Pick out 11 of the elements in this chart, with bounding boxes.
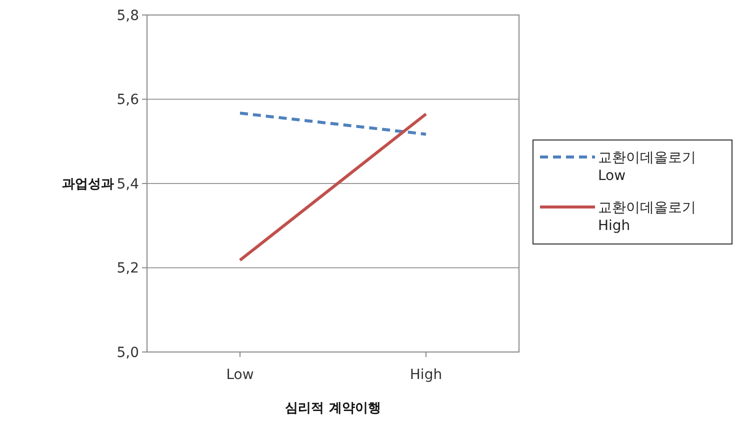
x-tick-label: Low <box>226 367 254 383</box>
y-tick-label: 5,0 <box>116 344 139 361</box>
legend-label: 교환이데올로기 Low <box>598 150 696 184</box>
y-tick-label: 5,2 <box>116 260 139 277</box>
y-tick-label: 5,6 <box>116 92 140 108</box>
x-tick-label: High <box>410 367 442 383</box>
x-axis-title: 심리적 계약이행 <box>285 401 381 416</box>
y-tick-label: 5,4 <box>116 176 140 192</box>
y-tick-label: 5,8 <box>116 8 139 24</box>
legend-label: 교환이데올로기 High <box>598 200 696 234</box>
y-axis-title: 과업성과 <box>62 177 114 192</box>
